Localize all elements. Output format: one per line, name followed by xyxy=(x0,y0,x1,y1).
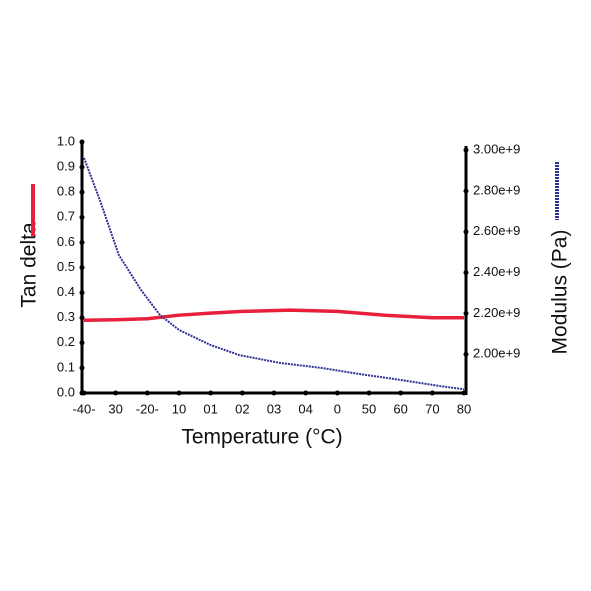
tick-mark xyxy=(79,164,85,170)
tick-mark xyxy=(463,147,469,153)
x-tick-label: 02 xyxy=(235,401,249,416)
x-tick-label: 03 xyxy=(267,401,281,416)
tick-mark xyxy=(79,290,85,296)
y-tick-label: 0.4 xyxy=(57,284,75,299)
tick-mark xyxy=(113,390,119,396)
tick-mark xyxy=(271,390,277,396)
tick-mark xyxy=(303,390,309,396)
y-tick-label: 0.6 xyxy=(57,234,75,249)
tick-mark xyxy=(398,390,404,396)
x-tick-label: 30 xyxy=(108,401,122,416)
y-tick-label: 0.9 xyxy=(57,159,75,174)
tick-mark xyxy=(463,229,469,235)
y2-tick-label: 2.40e+9 xyxy=(473,264,520,279)
x-tick-label: 01 xyxy=(203,401,217,416)
y-tick-label: 0.0 xyxy=(57,384,75,399)
y-tick-label: 0.7 xyxy=(57,209,75,224)
series-line xyxy=(83,157,465,391)
y2-axis-title: Modulus (Pa) xyxy=(549,230,572,355)
y2-tick-label: 2.20e+9 xyxy=(473,305,520,320)
tick-mark xyxy=(239,390,245,396)
tick-mark xyxy=(79,265,85,270)
series-line xyxy=(83,308,464,322)
y2-tick-label: 3.00e+9 xyxy=(473,142,520,157)
tick-mark xyxy=(79,315,85,321)
y-axis-title: Tan delta xyxy=(18,222,41,308)
tick-mark xyxy=(463,188,469,194)
y2-tick-label: 2.60e+9 xyxy=(473,223,520,238)
x-tick-label: -20- xyxy=(136,401,159,416)
x-tick-label: 70 xyxy=(425,401,439,416)
tick-mark xyxy=(463,351,469,357)
y-tick-label: 0.5 xyxy=(57,259,75,274)
tick-mark xyxy=(79,340,85,346)
x-tick-label: 10 xyxy=(172,401,186,416)
tick-mark xyxy=(429,390,435,396)
tick-mark xyxy=(79,365,85,371)
tick-mark xyxy=(366,390,372,396)
tick-mark xyxy=(144,390,150,396)
y-tick-label: 0.8 xyxy=(57,184,75,199)
x-tick-label: 50 xyxy=(362,401,376,416)
x-tick-label: 80 xyxy=(457,401,471,416)
tick-mark xyxy=(463,270,469,276)
x-tick-label: 60 xyxy=(393,401,407,416)
tick-mark xyxy=(79,239,85,245)
tick-mark xyxy=(79,189,85,195)
y2-tick-label: 2.80e+9 xyxy=(473,182,520,197)
y-tick-label: 0.1 xyxy=(57,359,75,374)
x-tick-label: 0 xyxy=(334,401,341,416)
tick-mark xyxy=(461,390,467,396)
tick-mark xyxy=(81,390,87,396)
x-tick-label: -40- xyxy=(72,401,95,416)
tick-mark xyxy=(79,214,85,220)
y2-tick-label: 2.00e+9 xyxy=(473,346,520,361)
y-tick-label: 0.3 xyxy=(57,309,75,324)
tick-mark xyxy=(463,310,469,316)
y-tick-label: 1.0 xyxy=(57,133,75,148)
y-tick-label: 0.2 xyxy=(57,334,75,349)
tick-mark xyxy=(334,390,340,396)
x-axis-title: Temperature (°C) xyxy=(181,426,342,449)
tick-mark xyxy=(79,139,85,145)
x-tick-label: 04 xyxy=(298,401,312,416)
tick-mark xyxy=(176,390,182,396)
tick-mark xyxy=(208,390,214,396)
